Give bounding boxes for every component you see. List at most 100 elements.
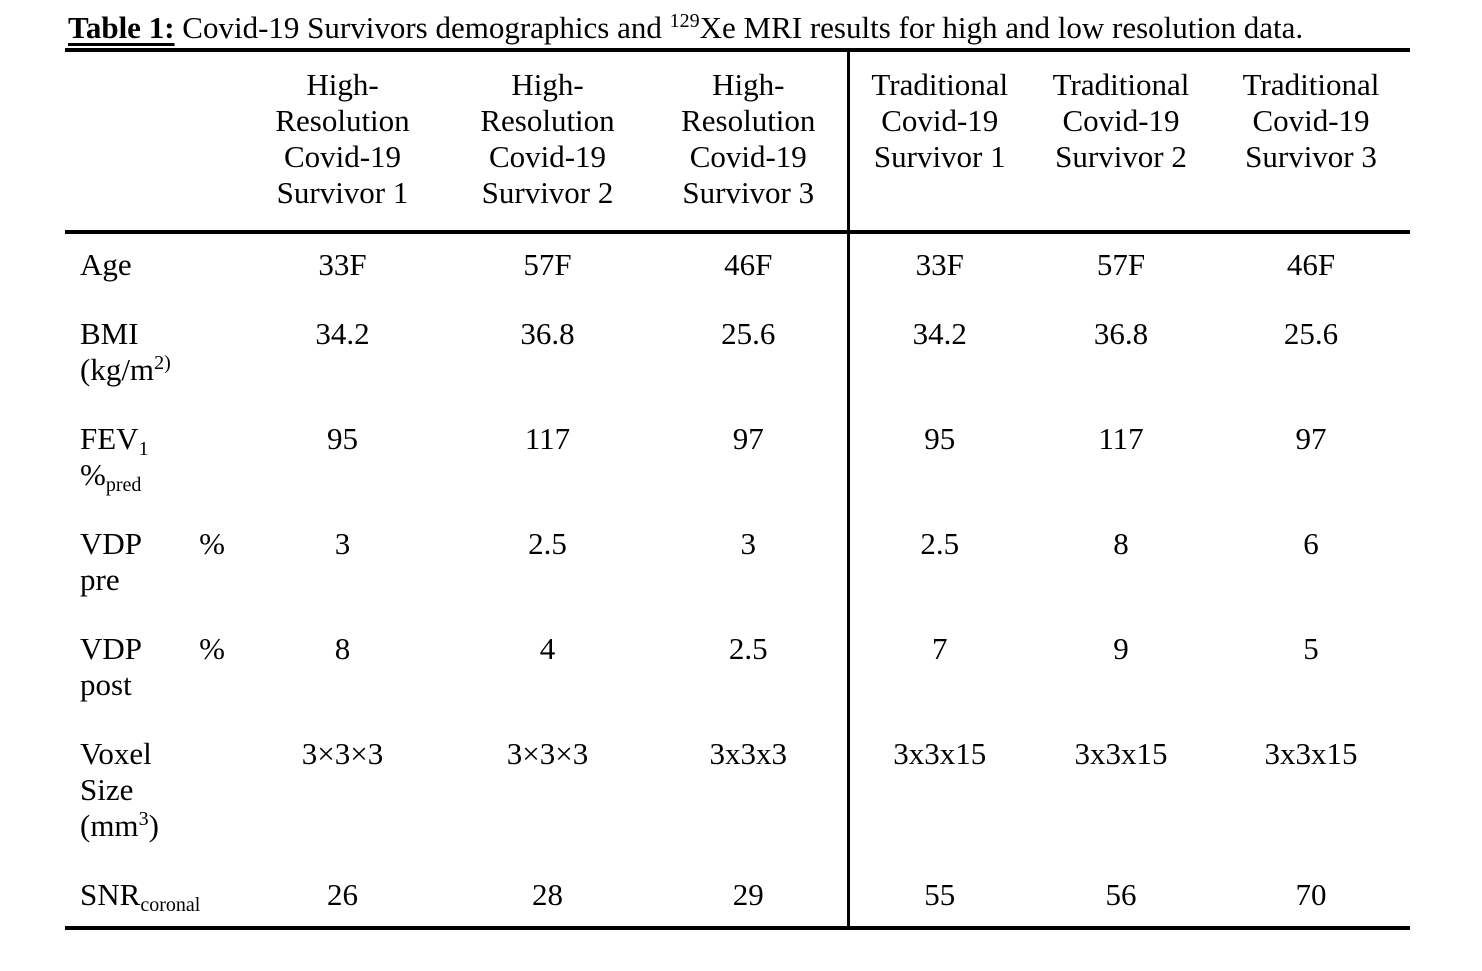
cell-snr-coronal-high-res-survivor-3: 29 — [650, 877, 850, 928]
row-label-line: %pred — [80, 457, 240, 495]
row-label-line: Voxel — [80, 736, 240, 772]
column-header-line: High- — [712, 67, 785, 102]
label-segment: post — [80, 667, 132, 702]
label-sub-segment: coronal — [140, 894, 201, 916]
cell-snr-coronal-high-res-survivor-2: 28 — [532, 877, 563, 912]
cell-age-high-res-survivor-3: 46F — [650, 232, 850, 316]
label-segment: (kg/m — [80, 352, 155, 387]
cell-snr-coronal-traditional-survivor-3: 70 — [1295, 877, 1327, 912]
cell-vdp-pct-pre-traditional-survivor-2: 8 — [1113, 526, 1129, 561]
cell-fev1-pct-pred-traditional-survivor-1: 95 — [924, 421, 956, 456]
row-label-line: SNRcoronal — [80, 877, 240, 916]
table-row-fev1-pct-pred: FEV1 %pred 95 117 97 95 117 97 — [65, 421, 1410, 526]
label-segment: Age — [80, 247, 132, 282]
cell-voxel-size-traditional-survivor-2: 3x3x15 — [1074, 736, 1168, 771]
row-label-line: FEV1 — [80, 421, 240, 459]
cell-vdp-pct-pre-high-res-survivor-1: 3 — [334, 526, 351, 561]
cell-voxel-size-high-res-survivor-1: 3×3×3 — [301, 736, 384, 771]
row-label-line: post — [80, 667, 240, 703]
label-sup-segment: 2) — [154, 352, 171, 374]
cell-fev1-pct-pred-traditional-survivor-3: 97 — [1295, 421, 1327, 456]
column-header-line: Survivor 2 — [1055, 139, 1187, 174]
table-row-vdp-pct-pre: VDP% pre 3 2.5 3 2.5 8 6 — [65, 526, 1410, 631]
cell-fev1-pct-pred-high-res-survivor-1: 95 — [327, 421, 358, 456]
label-segment: FEV — [80, 421, 139, 456]
table-header: High- Resolution Covid-19 Survivor 1 High- Re… — [65, 50, 1410, 234]
cell-snr-coronal-traditional-survivor-2: 56 — [1105, 877, 1137, 912]
cell-age-traditional-survivor-1: 33F — [915, 247, 964, 282]
table-body: Age 33F 57F 46F 33F 57F 46F BMI (kg/m2) 34.2 36.8 2… — [65, 232, 1410, 928]
label-segment: % — [199, 526, 225, 561]
cell-fev1-pct-pred-high-res-survivor-3: 97 — [650, 421, 850, 526]
header-empty-cell — [65, 50, 240, 234]
column-header-traditional-survivor-1: Traditional Covid-19 Survivor 1 — [848, 50, 1030, 234]
row-label-line: pre — [80, 562, 240, 598]
column-header-line: Traditional — [1242, 67, 1380, 102]
cell-bmi-traditional-survivor-3: 25.6 — [1283, 316, 1339, 351]
table-caption: Table 1: Covid-19 Survivors demographics… — [68, 10, 1482, 46]
column-header-high-res-survivor-3: High- Resolution Covid-19 Survivor 3 — [650, 50, 850, 234]
column-header-line: Covid-19 — [881, 103, 999, 138]
row-label-line: (mm3) — [80, 808, 240, 844]
column-header-line: Survivor 3 — [1245, 139, 1377, 174]
demographics-table: High- Resolution Covid-19 Survivor 1 High- Re… — [65, 48, 1410, 930]
label-segment: BMI — [80, 316, 139, 351]
column-header-line: Traditional — [1052, 67, 1190, 102]
cell-voxel-size-high-res-survivor-3: 3x3x3 — [650, 736, 850, 877]
column-header-line: Survivor 1 — [873, 139, 1006, 174]
column-header-traditional-survivor-3: Traditional Covid-19 Survivor 3 — [1212, 50, 1410, 234]
column-header-line: Survivor 1 — [276, 175, 409, 210]
table-row-age: Age 33F 57F 46F 33F 57F 46F — [65, 232, 1410, 316]
label-segment: pre — [80, 562, 120, 597]
label-segment: Size — [80, 772, 134, 807]
row-label-age: Age — [65, 232, 240, 316]
column-header-line: High- — [306, 67, 379, 102]
label-segment: Voxel — [80, 736, 152, 771]
table-row-snr-coronal: SNRcoronal 26 28 29 55 56 70 — [65, 877, 1410, 928]
cell-vdp-pct-post-traditional-survivor-3: 5 — [1303, 631, 1319, 666]
cell-age-traditional-survivor-3: 46F — [1286, 247, 1336, 282]
cell-snr-coronal-traditional-survivor-1: 55 — [924, 877, 956, 912]
row-label-line: BMI — [80, 316, 240, 352]
cell-vdp-pct-pre-traditional-survivor-1: 2.5 — [920, 526, 960, 561]
label-segment: ) — [148, 808, 159, 843]
column-header-line: Traditional — [871, 67, 1009, 102]
column-header-line: Covid-19 — [488, 139, 607, 174]
row-label-line: VDP% — [80, 526, 225, 562]
cell-vdp-pct-pre-high-res-survivor-3: 3 — [650, 526, 850, 631]
cell-bmi-traditional-survivor-2: 36.8 — [1093, 316, 1149, 351]
row-label-snr-coronal: SNRcoronal — [65, 877, 240, 928]
cell-bmi-high-res-survivor-1: 34.2 — [315, 316, 370, 351]
cell-vdp-pct-post-traditional-survivor-1: 7 — [932, 631, 948, 666]
table-caption-text-1: Covid-19 Survivors demographics and — [174, 10, 670, 45]
cell-fev1-pct-pred-high-res-survivor-2: 117 — [524, 421, 571, 456]
row-label-voxel-size: Voxel Size (mm3) — [65, 736, 240, 877]
column-header-line: Resolution — [275, 103, 410, 138]
cell-snr-coronal-high-res-survivor-1: 26 — [327, 877, 358, 912]
column-header-line: Survivor 3 — [682, 175, 815, 210]
cell-age-traditional-survivor-2: 57F — [1096, 247, 1146, 282]
table-row-vdp-pct-post: VDP% post 8 4 2.5 7 9 5 — [65, 631, 1410, 736]
column-header-line: Resolution — [681, 103, 816, 138]
column-header-line: Covid-19 — [1252, 103, 1370, 138]
column-header-line: Covid-19 — [283, 139, 402, 174]
cell-vdp-pct-pre-high-res-survivor-2: 2.5 — [528, 526, 567, 561]
row-label-line: Size — [80, 772, 240, 808]
header-row: High- Resolution Covid-19 Survivor 1 High- Re… — [65, 50, 1410, 234]
cell-voxel-size-traditional-survivor-3: 3x3x15 — [1264, 736, 1358, 771]
table-caption-number: Table 1: — [68, 10, 175, 45]
column-header-line: Resolution — [480, 103, 615, 138]
row-label-line: (kg/m2) — [80, 352, 240, 388]
label-segment: % — [199, 631, 225, 666]
table-row-voxel-size: Voxel Size (mm3) 3×3×3 3×3×3 3x3x3 3x3x15 3x3x1… — [65, 736, 1410, 877]
cell-bmi-traditional-survivor-1: 34.2 — [912, 316, 967, 351]
cell-vdp-pct-pre-traditional-survivor-3: 6 — [1303, 526, 1319, 561]
isotope-superscript: 129 — [669, 10, 700, 32]
cell-vdp-pct-post-traditional-survivor-2: 9 — [1113, 631, 1129, 666]
column-header-line: High- — [511, 67, 584, 102]
label-segment: % — [80, 457, 106, 492]
row-label-vdp-pct-post: VDP% post — [65, 631, 240, 736]
cell-vdp-pct-post-high-res-survivor-2: 4 — [539, 631, 556, 666]
column-header-line: Covid-19 — [1062, 103, 1180, 138]
